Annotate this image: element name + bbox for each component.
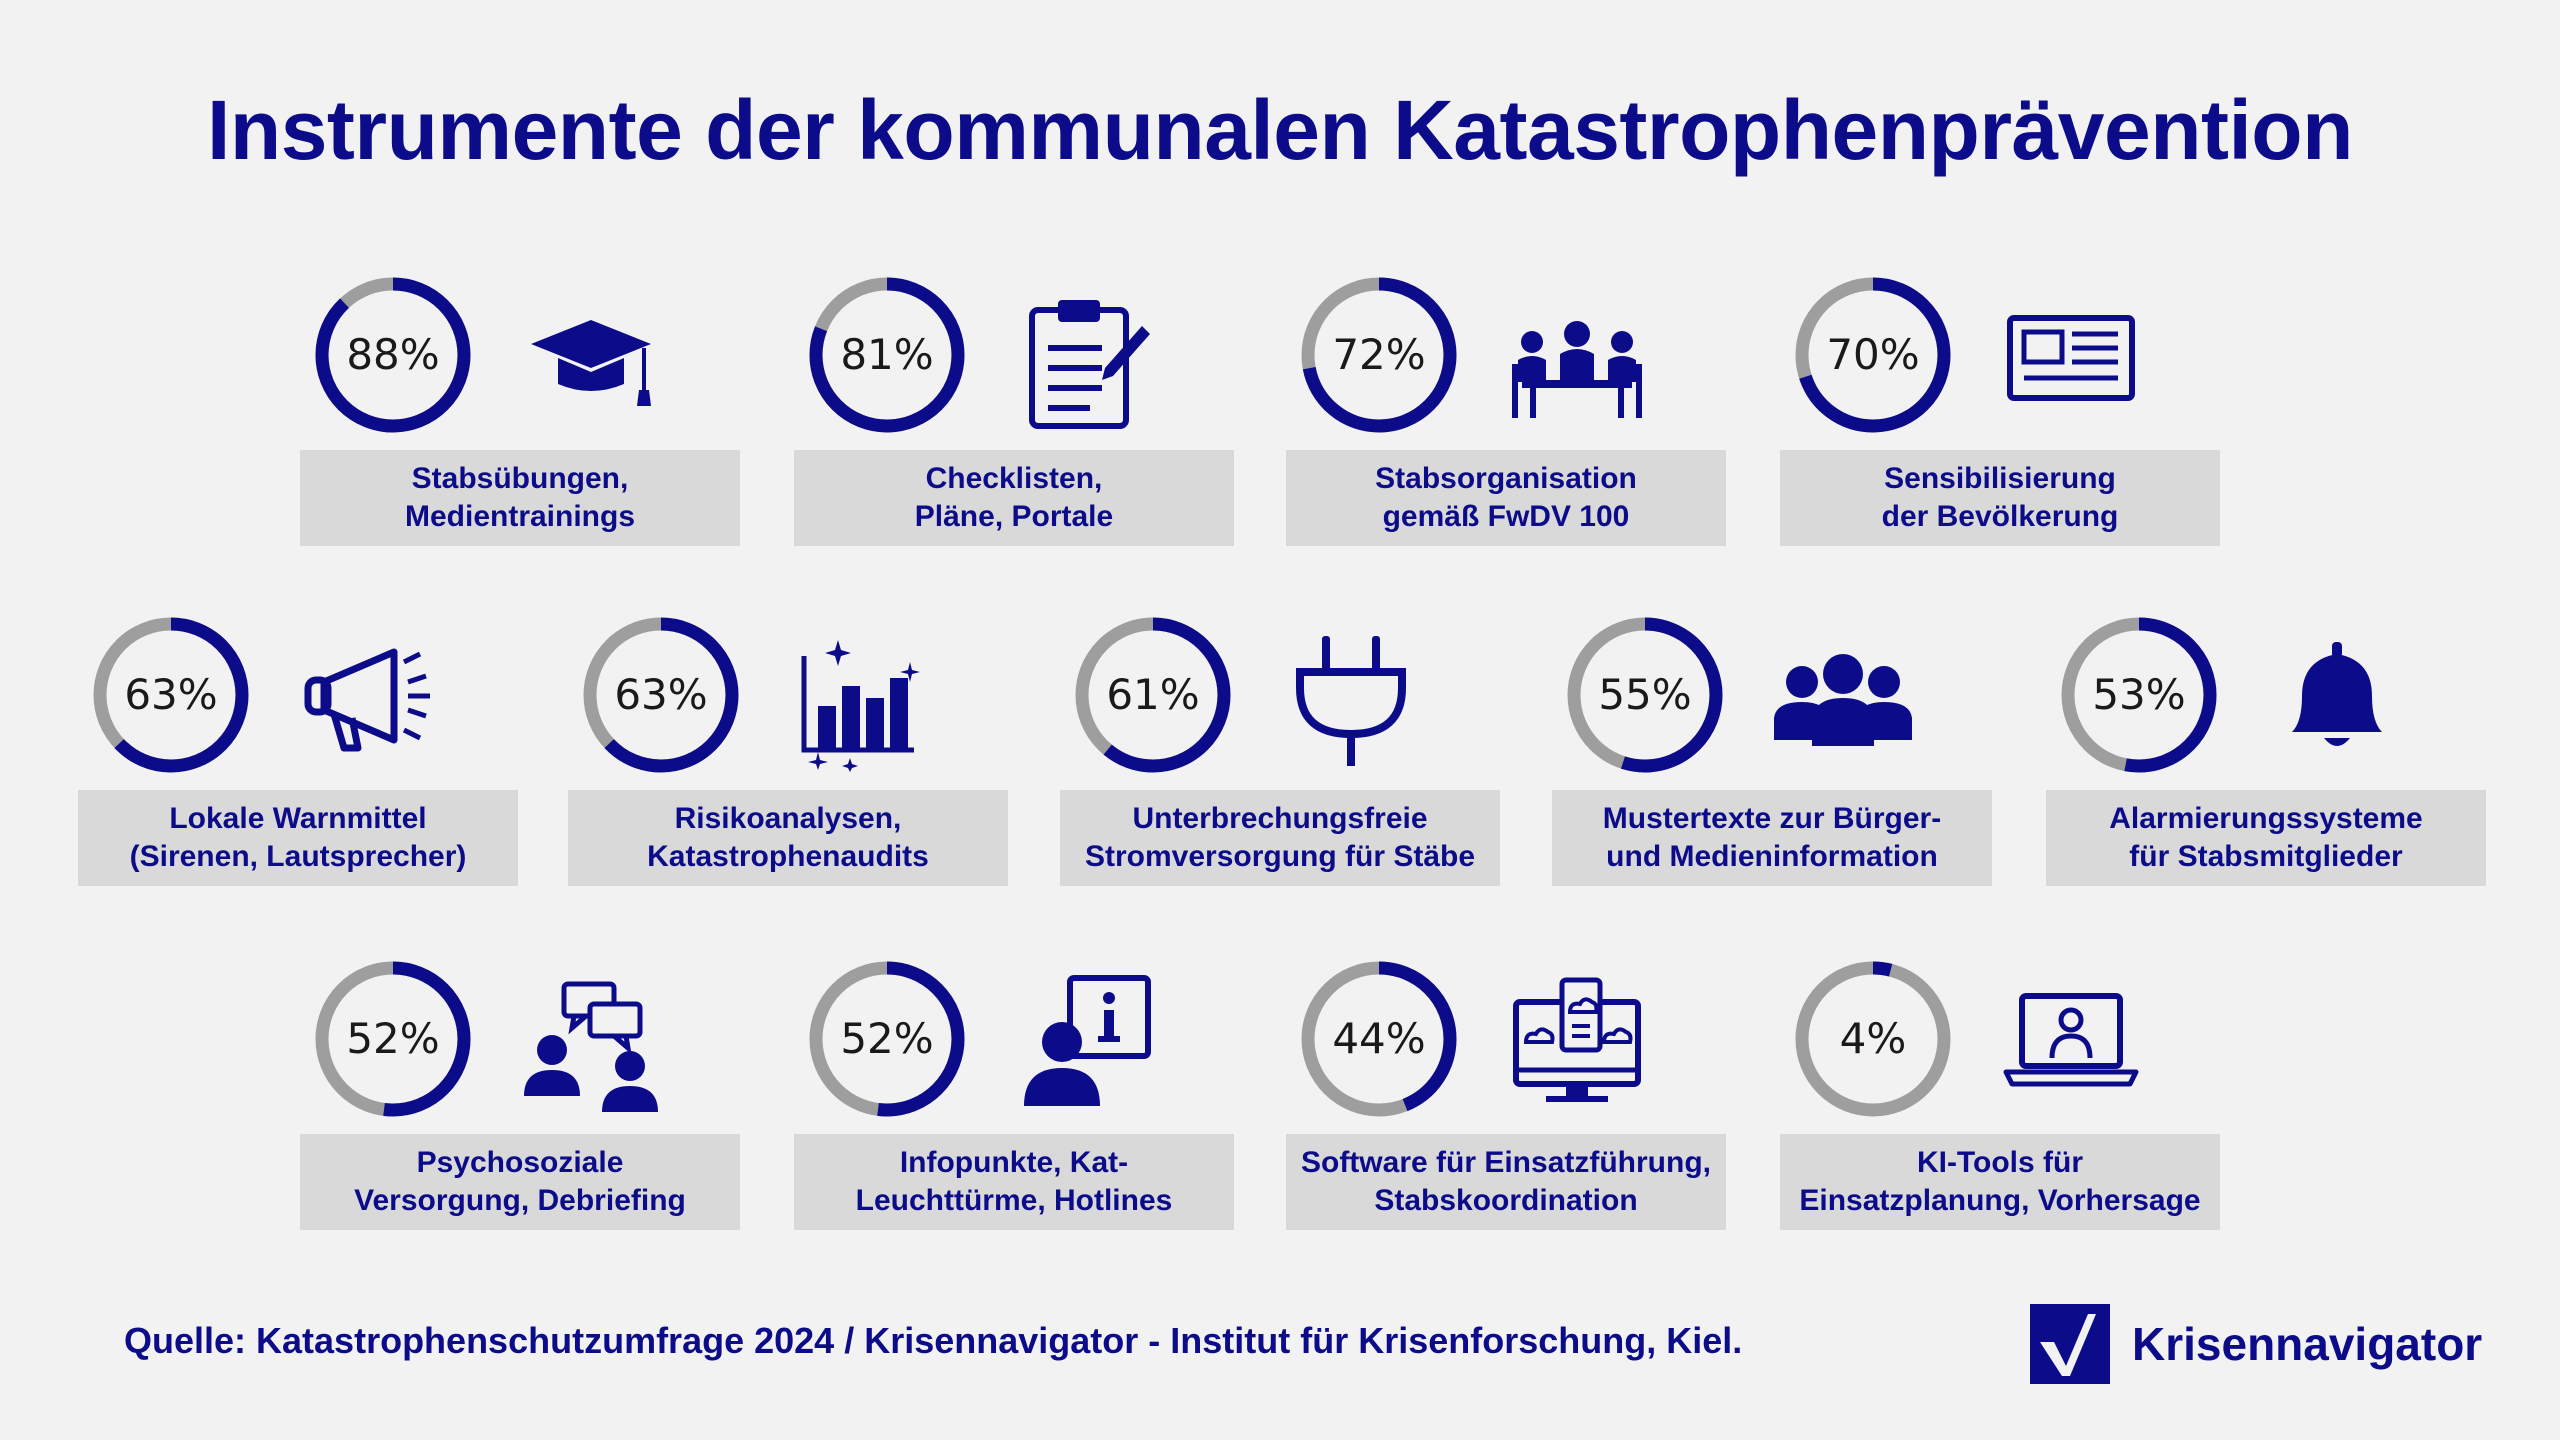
donut-ring bbox=[1790, 272, 1956, 438]
donut-value-arc bbox=[1301, 961, 1457, 1117]
donut-value-arc bbox=[315, 961, 471, 1117]
item-label: Stabsorganisation gemäß FwDV 100 bbox=[1286, 450, 1726, 546]
donut-ring bbox=[1070, 612, 1236, 778]
donut-value-arc bbox=[1795, 961, 1951, 1117]
donut-item: 63% Risikoanalysen, Katastrophenaudits bbox=[568, 612, 1008, 912]
donut-ring bbox=[310, 272, 476, 438]
item-label: Alarmierungssysteme für Stabsmitglieder bbox=[2046, 790, 2486, 886]
item-label: Infopunkte, Kat- Leuchttürme, Hotlines bbox=[794, 1134, 1234, 1230]
donut-value-arc bbox=[809, 277, 965, 433]
donut-ring bbox=[1790, 956, 1956, 1122]
donut-value-label: 88% bbox=[346, 330, 440, 379]
graduation-cap-icon bbox=[516, 282, 666, 432]
item-label: KI-Tools für Einsatzplanung, Vorhersage bbox=[1780, 1134, 2220, 1230]
info-person-icon bbox=[1010, 966, 1160, 1116]
donut-value-label: 72% bbox=[1332, 330, 1426, 379]
item-label: Risikoanalysen, Katastrophenaudits bbox=[568, 790, 1008, 886]
logo-check-icon bbox=[2030, 1304, 2110, 1384]
donut-ring bbox=[1562, 612, 1728, 778]
donut-value-arc bbox=[1567, 617, 1723, 773]
megaphone-icon bbox=[294, 622, 444, 772]
donut-value-label: 61% bbox=[1106, 670, 1200, 719]
donut-value-arc bbox=[809, 961, 965, 1117]
donut-value-arc bbox=[1795, 277, 1951, 433]
item-label: Psychosoziale Versorgung, Debriefing bbox=[300, 1134, 740, 1230]
donut-item: 61% Unterbrechungsfreie Stromversorgung … bbox=[1060, 612, 1500, 912]
page-title: Instrumente der kommunalen Katastrophenp… bbox=[207, 83, 2353, 177]
source-note: Quelle: Katastrophenschutzumfrage 2024 /… bbox=[124, 1320, 1743, 1361]
bar-chart-icon bbox=[784, 622, 934, 772]
donut-item: 81% Checklisten, Pläne, Portale bbox=[794, 272, 1234, 572]
donut-value-label: 63% bbox=[614, 670, 708, 719]
donut-value-label: 52% bbox=[840, 1014, 934, 1063]
donut-value-label: 63% bbox=[124, 670, 218, 719]
donut-value-arc bbox=[1301, 277, 1457, 433]
donut-value-arc bbox=[1075, 617, 1231, 773]
donut-item: 52% Infopunkte, Kat- Leuchttürme, Hotlin… bbox=[794, 956, 1234, 1256]
donut-item: 53% Alarmierungssysteme für Stabsmitglie… bbox=[2046, 612, 2486, 912]
bell-icon bbox=[2262, 622, 2412, 772]
donut-value-label: 70% bbox=[1826, 330, 1920, 379]
donut-item: 4% KI-Tools für Einsatzplanung, Vorhersa… bbox=[1780, 956, 2220, 1256]
newspaper-icon bbox=[1996, 282, 2146, 432]
item-label: Stabsübungen, Medientrainings bbox=[300, 450, 740, 546]
donut-item: 63% Lokale Warnmittel (Sirenen, Lautspre… bbox=[78, 612, 518, 912]
donut-item: 55% Mustertexte zur Bürger- und Medienin… bbox=[1552, 612, 1992, 912]
logo: Krisennavigator bbox=[2030, 1302, 2482, 1386]
donut-value-arc bbox=[315, 277, 471, 433]
donut-value-label: 53% bbox=[2092, 670, 2186, 719]
donut-value-label: 4% bbox=[1839, 1014, 1907, 1063]
item-label: Software für Einsatzführung, Stabskoordi… bbox=[1286, 1134, 1726, 1230]
donut-ring bbox=[2056, 612, 2222, 778]
donut-value-label: 52% bbox=[346, 1014, 440, 1063]
donut-item: 44% Software für Einsatzführung, Stabsko… bbox=[1286, 956, 1726, 1256]
monitor-cloud-icon bbox=[1502, 966, 1652, 1116]
clipboard-icon bbox=[1010, 282, 1160, 432]
donut-value-label: 44% bbox=[1332, 1014, 1426, 1063]
donut-value-label: 81% bbox=[840, 330, 934, 379]
donut-value-arc bbox=[583, 617, 739, 773]
meeting-icon bbox=[1502, 282, 1652, 432]
conversation-icon bbox=[516, 966, 666, 1116]
donut-ring bbox=[88, 612, 254, 778]
donut-ring bbox=[804, 956, 970, 1122]
group-icon bbox=[1768, 622, 1918, 772]
item-label: Unterbrechungsfreie Stromversorgung für … bbox=[1060, 790, 1500, 886]
donut-ring bbox=[578, 612, 744, 778]
donut-value-label: 55% bbox=[1598, 670, 1692, 719]
item-label: Mustertexte zur Bürger- und Medieninform… bbox=[1552, 790, 1992, 886]
donut-value-arc bbox=[93, 617, 249, 773]
donut-ring bbox=[1296, 956, 1462, 1122]
donut-item: 52% Psychosoziale Versorgung, Debriefing bbox=[300, 956, 740, 1256]
donut-ring bbox=[1296, 272, 1462, 438]
laptop-user-icon bbox=[1996, 966, 2146, 1116]
donut-ring bbox=[310, 956, 476, 1122]
item-label: Lokale Warnmittel (Sirenen, Lautsprecher… bbox=[78, 790, 518, 886]
donut-item: 88% Stabsübungen, Medientrainings bbox=[300, 272, 740, 572]
donut-value-arc bbox=[2061, 617, 2217, 773]
donut-item: 72% Stabsorganisation gemäß FwDV 100 bbox=[1286, 272, 1726, 572]
item-label: Sensibilisierung der Bevölkerung bbox=[1780, 450, 2220, 546]
power-plug-icon bbox=[1276, 622, 1426, 772]
donut-item: 70% Sensibilisierung der Bevölkerung bbox=[1780, 272, 2220, 572]
item-label: Checklisten, Pläne, Portale bbox=[794, 450, 1234, 546]
donut-ring bbox=[804, 272, 970, 438]
logo-text: Krisennavigator bbox=[2132, 1318, 2483, 1370]
